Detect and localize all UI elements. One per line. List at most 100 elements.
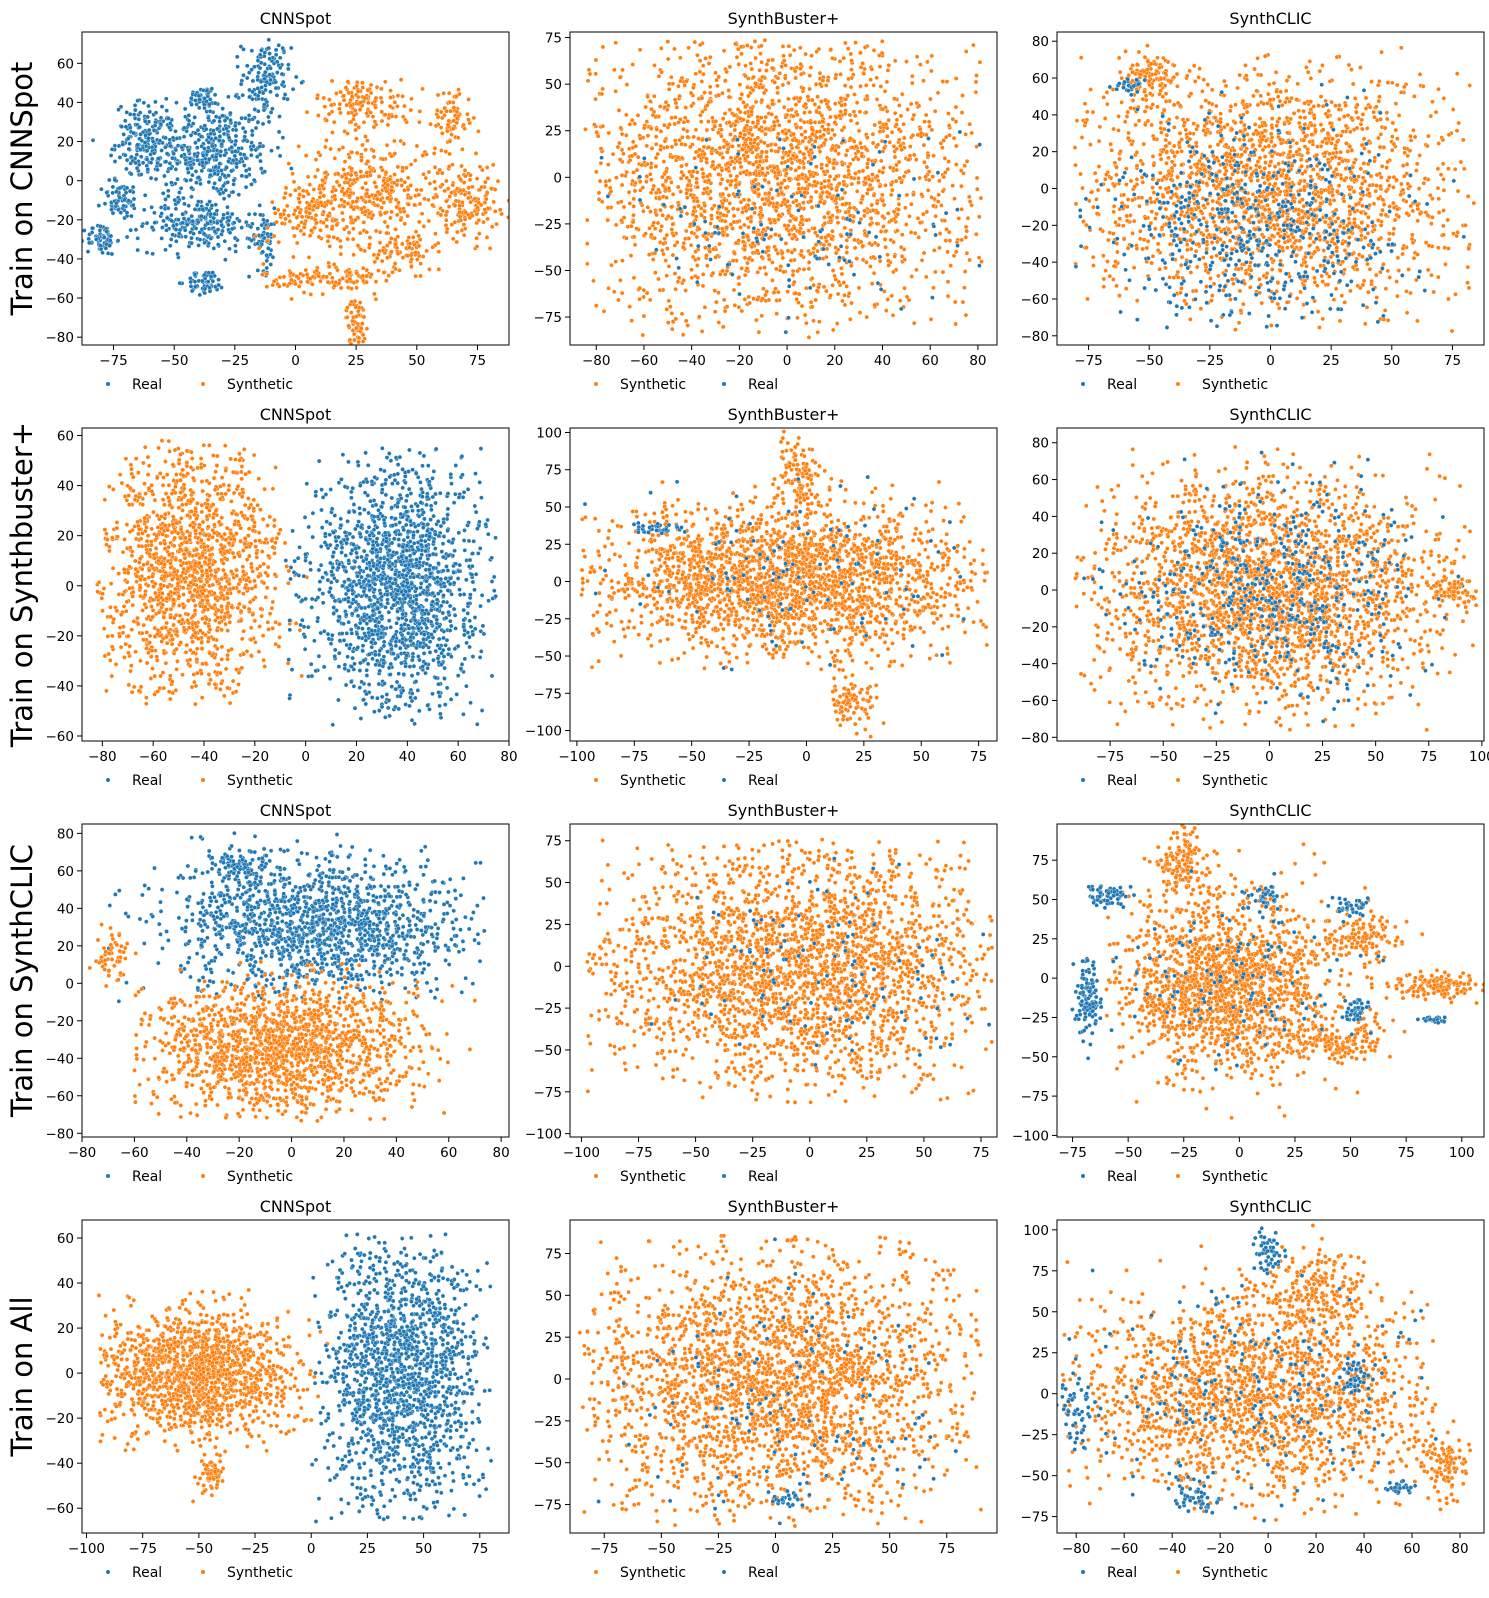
point-synthetic <box>701 71 706 77</box>
point-synthetic <box>340 210 345 216</box>
point-synthetic <box>653 155 659 161</box>
point-synthetic <box>752 189 757 195</box>
point-synthetic <box>736 281 742 287</box>
point-synthetic <box>688 192 694 198</box>
point-synthetic <box>405 175 411 181</box>
point-synthetic <box>926 169 932 174</box>
point-real <box>115 238 121 243</box>
point-synthetic <box>649 177 654 182</box>
point-synthetic <box>672 46 677 52</box>
point-synthetic <box>746 93 751 99</box>
point-synthetic <box>785 248 791 254</box>
point-real <box>156 156 161 161</box>
point-synthetic <box>340 276 346 281</box>
point-real <box>264 253 269 258</box>
point-synthetic <box>337 101 343 107</box>
point-real <box>196 93 202 99</box>
point-synthetic <box>863 180 869 186</box>
point-real <box>194 153 200 159</box>
point-synthetic <box>808 198 814 204</box>
point-real <box>275 145 281 150</box>
point-synthetic <box>454 109 460 115</box>
point-synthetic <box>825 210 831 216</box>
point-synthetic <box>751 74 756 80</box>
point-real <box>220 228 225 234</box>
point-synthetic <box>684 128 690 134</box>
point-synthetic <box>372 119 378 124</box>
point-real <box>197 292 203 298</box>
point-synthetic <box>846 168 851 174</box>
point-synthetic <box>713 70 718 76</box>
point-real <box>167 125 172 130</box>
point-synthetic <box>346 230 352 235</box>
point-synthetic <box>808 137 814 142</box>
point-real <box>674 256 679 261</box>
point-synthetic <box>349 166 354 171</box>
point-synthetic <box>361 120 367 125</box>
point-synthetic <box>718 272 723 277</box>
point-synthetic <box>737 82 743 87</box>
point-synthetic <box>787 218 793 224</box>
point-synthetic <box>760 170 765 176</box>
point-synthetic <box>838 72 843 77</box>
panel-title: CNNSpot <box>260 9 331 28</box>
point-synthetic <box>848 118 854 123</box>
point-synthetic <box>1101 95 1106 100</box>
point-synthetic <box>638 136 643 141</box>
point-synthetic <box>884 79 890 85</box>
point-synthetic <box>752 39 758 44</box>
point-synthetic <box>660 213 665 218</box>
point-synthetic <box>354 136 359 141</box>
point-real <box>242 134 247 139</box>
y-tick-label: 20 <box>57 135 74 151</box>
point-synthetic <box>1345 113 1351 118</box>
point-synthetic <box>407 241 413 246</box>
point-synthetic <box>936 192 941 198</box>
point-synthetic <box>475 205 480 211</box>
point-synthetic <box>745 119 750 124</box>
point-synthetic <box>330 130 335 135</box>
point-synthetic <box>945 293 951 299</box>
point-real <box>878 287 884 292</box>
point-synthetic <box>695 198 700 204</box>
point-synthetic <box>753 177 758 183</box>
point-real <box>131 202 136 208</box>
point-synthetic <box>918 62 923 67</box>
point-synthetic <box>774 200 780 206</box>
point-synthetic <box>894 117 900 123</box>
point-synthetic <box>896 159 902 165</box>
point-synthetic <box>689 174 695 179</box>
point-synthetic <box>354 83 359 89</box>
point-synthetic <box>384 243 390 248</box>
point-synthetic <box>861 71 867 76</box>
point-synthetic <box>710 115 715 121</box>
point-synthetic <box>696 256 701 261</box>
point-synthetic <box>360 273 366 279</box>
point-synthetic <box>889 293 895 299</box>
point-synthetic <box>296 144 301 149</box>
point-real <box>255 226 261 231</box>
point-synthetic <box>775 90 780 96</box>
point-synthetic <box>912 230 918 236</box>
point-real <box>293 74 299 80</box>
point-synthetic <box>881 202 887 208</box>
point-synthetic <box>406 202 411 207</box>
point-synthetic <box>953 76 959 81</box>
point-synthetic <box>586 67 592 73</box>
point-synthetic <box>342 199 347 204</box>
point-synthetic <box>915 216 921 221</box>
point-synthetic <box>1094 197 1099 202</box>
point-synthetic <box>311 187 317 192</box>
point-synthetic <box>618 125 623 131</box>
point-synthetic <box>332 217 338 223</box>
point-synthetic <box>430 202 435 208</box>
point-synthetic <box>383 170 389 175</box>
point-synthetic <box>762 177 767 183</box>
point-real <box>232 235 238 241</box>
point-real <box>149 225 155 230</box>
point-synthetic <box>349 310 354 315</box>
point-synthetic <box>288 270 293 276</box>
point-real <box>114 200 119 206</box>
point-synthetic <box>438 125 444 130</box>
point-real <box>818 229 823 234</box>
